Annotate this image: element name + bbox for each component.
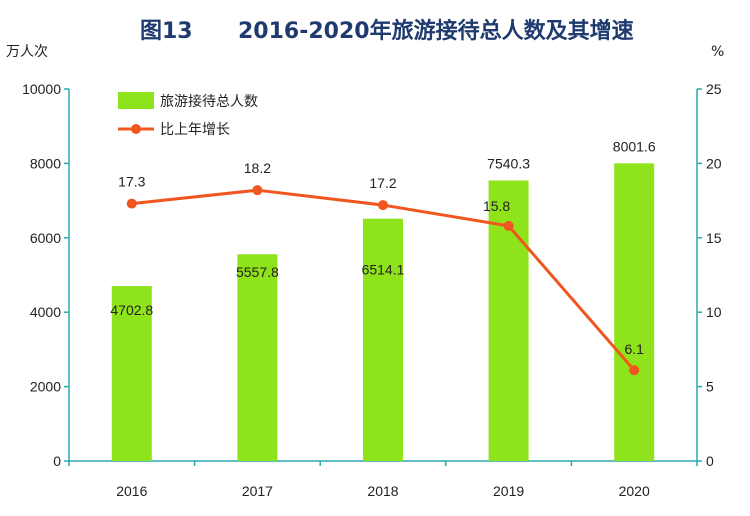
right-tick-label: 5 bbox=[706, 379, 714, 395]
bar-value-label: 6514.1 bbox=[362, 262, 405, 278]
bar-value-label: 4702.8 bbox=[110, 302, 153, 318]
bar bbox=[614, 163, 655, 461]
legend-line-label: 比上年增长 bbox=[160, 122, 230, 138]
line-point bbox=[503, 220, 514, 231]
line-value-label: 15.8 bbox=[483, 198, 510, 214]
right-tick-label: 20 bbox=[706, 155, 722, 171]
x-tick-label: 2019 bbox=[493, 483, 524, 499]
line-point bbox=[126, 198, 137, 209]
right-axis-unit: % bbox=[711, 44, 724, 60]
line-value-label: 17.3 bbox=[118, 174, 145, 190]
line-value-label: 6.1 bbox=[624, 341, 644, 357]
line-point bbox=[629, 365, 640, 376]
axes: 0 2000 4000 6000 8000 10000 0 5 10 15 20 25 2016 2017… bbox=[22, 81, 722, 499]
bar bbox=[237, 254, 278, 461]
growth-line bbox=[126, 185, 640, 376]
left-tick-label: 10000 bbox=[22, 81, 61, 97]
right-tick-label: 0 bbox=[706, 453, 714, 469]
right-tick-label: 25 bbox=[706, 81, 722, 97]
right-tick-label: 15 bbox=[706, 230, 722, 246]
bar bbox=[111, 286, 152, 461]
right-tick-label: 10 bbox=[706, 304, 722, 320]
bars bbox=[111, 163, 655, 461]
legend-bar-swatch bbox=[118, 92, 154, 109]
x-tick-label: 2016 bbox=[116, 483, 147, 499]
legend: 旅游接待总人数 比上年增长 bbox=[118, 92, 258, 138]
left-axis-unit: 万人次 bbox=[6, 44, 48, 60]
legend-line-marker bbox=[131, 124, 141, 134]
bar-value-label: 5557.8 bbox=[236, 264, 279, 280]
bar-value-label: 8001.6 bbox=[613, 138, 656, 154]
legend-bar-label: 旅游接待总人数 bbox=[160, 93, 258, 110]
left-tick-label: 2000 bbox=[30, 379, 61, 395]
data-labels: 4702.8 5557.8 6514.1 7540.3 8001.6 17.3 18.2 17… bbox=[110, 138, 655, 357]
line-value-label: 17.2 bbox=[369, 175, 396, 191]
left-tick-label: 8000 bbox=[30, 155, 61, 171]
line-value-label: 18.2 bbox=[244, 160, 271, 176]
chart-title-prefix: 图13 bbox=[140, 19, 193, 44]
chart-title: 2016-2020年旅游接待总人数及其增速 bbox=[238, 18, 634, 44]
x-tick-label: 2020 bbox=[619, 483, 650, 499]
x-tick-label: 2018 bbox=[367, 483, 398, 499]
x-tick-label: 2017 bbox=[242, 483, 273, 499]
left-tick-label: 0 bbox=[53, 453, 61, 469]
left-tick-label: 4000 bbox=[30, 304, 61, 320]
line-point bbox=[378, 200, 388, 211]
bar-value-label: 7540.3 bbox=[487, 156, 530, 172]
bar bbox=[363, 218, 403, 461]
left-tick-label: 6000 bbox=[30, 230, 61, 246]
line-point bbox=[252, 185, 263, 196]
